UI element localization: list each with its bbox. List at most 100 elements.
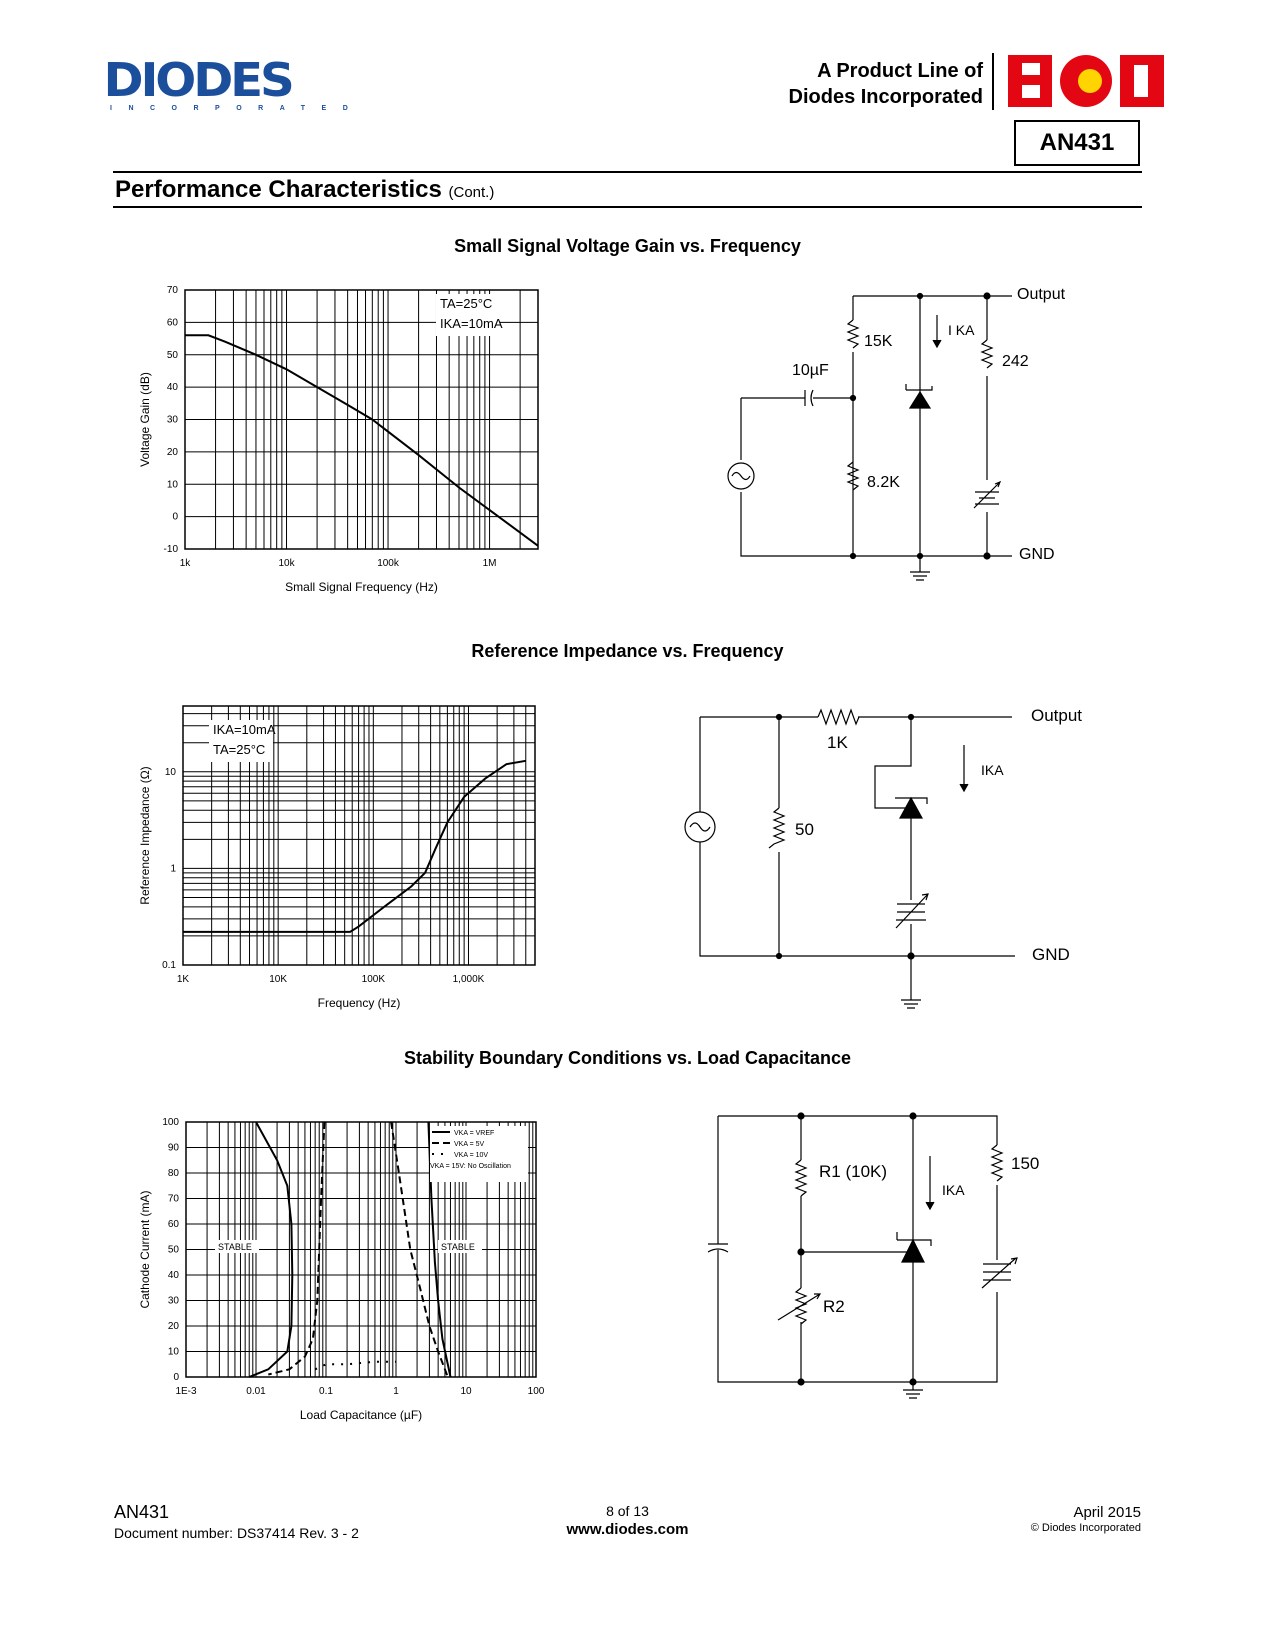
diodes-logo: DIODES bbox=[103, 53, 295, 107]
series-line bbox=[427, 1121, 452, 1378]
legend-entry: VKA = 15V: No Oscillation bbox=[430, 1163, 511, 1170]
bcd-logo bbox=[1008, 55, 1164, 107]
c1-ika-label: I KA bbox=[948, 322, 975, 338]
product-line-2: Diodes Incorporated bbox=[788, 86, 983, 108]
y-tick-label: 40 bbox=[167, 382, 179, 393]
y-tick-label: 90 bbox=[168, 1143, 180, 1154]
y-tick-label: 10 bbox=[165, 767, 177, 778]
c1-cap-label: 10µF bbox=[792, 362, 829, 379]
chart-3: 0 10 20 30 40 50 60 70 80 90 100 1E-3 0.01 0.1 1 10 100 L… bbox=[138, 1117, 545, 1422]
y-tick-label: 0 bbox=[172, 512, 178, 523]
x-tick-label: 10 bbox=[460, 1386, 472, 1397]
annotation-text: IKA=10mA bbox=[213, 722, 276, 737]
y-tick-label: 20 bbox=[167, 447, 179, 458]
legend-entry: VKA = 10V bbox=[454, 1152, 488, 1159]
x-tick-label: 1k bbox=[180, 558, 192, 569]
section-title: Performance Characteristics (Cont.) bbox=[115, 176, 494, 204]
y-tick-label: 70 bbox=[167, 285, 179, 296]
x-tick-label: 100 bbox=[528, 1386, 545, 1397]
y-tick-label: 70 bbox=[168, 1194, 180, 1205]
x-tick-label: 1K bbox=[177, 974, 190, 985]
annotation-bg bbox=[209, 720, 273, 762]
y-tick-label: 30 bbox=[168, 1296, 180, 1307]
x-tick-label: 10k bbox=[278, 558, 295, 569]
region-label-bg bbox=[215, 1240, 259, 1253]
x-axis-label: Small Signal Frequency (Hz) bbox=[285, 580, 438, 594]
region-label: STABLE bbox=[441, 1242, 475, 1252]
y-tick-label: -10 bbox=[164, 544, 179, 555]
footer-url[interactable]: www.diodes.com bbox=[566, 1521, 689, 1538]
annotation-text: TA=25°C bbox=[213, 742, 265, 757]
c2-output-label: Output bbox=[1031, 706, 1083, 725]
legend-bg bbox=[430, 1126, 528, 1182]
footer-page: 8 of 13 bbox=[606, 1503, 649, 1519]
plot-frame bbox=[182, 705, 536, 966]
diodes-logo-subtext: INCORPORATED bbox=[110, 105, 365, 112]
y-tick-label: 10 bbox=[167, 479, 179, 490]
c1-r2-label: 8.2K bbox=[867, 474, 900, 491]
header-divider bbox=[992, 53, 994, 110]
y-tick-label: 60 bbox=[167, 317, 179, 328]
part-number-box: AN431 bbox=[1014, 120, 1140, 166]
footer-docnum: Document number: DS37414 Rev. 3 - 2 bbox=[114, 1525, 359, 1541]
chart-1: -10 0 10 20 30 40 50 60 70 1k 10k 100k 1M Small Signa… bbox=[138, 285, 539, 594]
y-axis-label: Voltage Gain (dB) bbox=[138, 372, 152, 467]
y-tick-label: 50 bbox=[167, 350, 179, 361]
annotation-text: IKA=10mA bbox=[440, 316, 503, 331]
chart2-title: Reference Impedance vs. Frequency bbox=[471, 641, 784, 661]
c2-gnd-label: GND bbox=[1032, 945, 1070, 964]
x-tick-label: 1 bbox=[393, 1386, 399, 1397]
c1-r1-label: 15K bbox=[864, 333, 893, 350]
c3-ika-label: IKA bbox=[942, 1182, 965, 1198]
plot-frame bbox=[185, 1121, 537, 1378]
y-tick-label: 50 bbox=[168, 1245, 180, 1256]
x-tick-label: 1,000K bbox=[453, 974, 485, 985]
series-line bbox=[268, 1121, 326, 1376]
legend-entry: VKA = VREF bbox=[454, 1130, 494, 1137]
y-tick-label: 0 bbox=[173, 1372, 179, 1383]
plot-frame bbox=[184, 289, 539, 550]
chart3-title: Stability Boundary Conditions vs. Load C… bbox=[403, 1048, 852, 1068]
series-line bbox=[183, 759, 526, 933]
legend-entry: VKA = 5V bbox=[454, 1141, 484, 1148]
footer-part: AN431 bbox=[114, 1502, 170, 1522]
x-tick-label: 1E-3 bbox=[175, 1386, 197, 1397]
chart-2: 0.1 1 10 1K 10K 100K 1,000K Frequency (Hz) Refer… bbox=[138, 705, 536, 1010]
y-tick-label: 20 bbox=[168, 1321, 180, 1332]
y-tick-label: 10 bbox=[168, 1347, 180, 1358]
x-axis-label: Load Capacitance (µF) bbox=[300, 1408, 422, 1422]
header-rule bbox=[113, 171, 1142, 173]
c3-r2-label: R2 bbox=[823, 1297, 845, 1316]
y-tick-label: 60 bbox=[168, 1219, 180, 1230]
region-label-bg bbox=[438, 1240, 482, 1253]
footer-date: April 2015 bbox=[1073, 1504, 1141, 1521]
footer-copyright: © Diodes Incorporated bbox=[1030, 1522, 1141, 1534]
y-tick-label: 40 bbox=[168, 1270, 180, 1281]
x-tick-label: 0.1 bbox=[319, 1386, 333, 1397]
product-line-1: A Product Line of bbox=[817, 60, 983, 82]
series-line bbox=[314, 1360, 396, 1371]
c1-output-label: Output bbox=[1017, 286, 1066, 303]
series-line bbox=[390, 1121, 449, 1378]
y-tick-label: 1 bbox=[170, 863, 176, 874]
x-tick-label: 0.01 bbox=[246, 1386, 266, 1397]
c1-gnd-label: GND bbox=[1019, 546, 1055, 563]
y-axis-label: Cathode Current (mA) bbox=[138, 1190, 152, 1308]
c2-ika-label: IKA bbox=[981, 762, 1004, 778]
x-tick-label: 100K bbox=[362, 974, 386, 985]
series-line bbox=[248, 1121, 294, 1378]
x-tick-label: 1M bbox=[483, 558, 497, 569]
y-axis-label: Reference Impedance (Ω) bbox=[138, 766, 152, 904]
y-tick-label: 100 bbox=[162, 1117, 179, 1128]
series-line bbox=[185, 334, 539, 547]
y-tick-label: 30 bbox=[167, 415, 179, 426]
region-label: STABLE bbox=[218, 1242, 252, 1252]
x-tick-label: 100k bbox=[377, 558, 400, 569]
x-tick-label: 10K bbox=[269, 974, 287, 985]
c1-r3-label: 242 bbox=[1002, 353, 1029, 370]
c3-r1-label: R1 (10K) bbox=[819, 1162, 888, 1181]
c2-r1-label: 1K bbox=[827, 733, 848, 752]
section-cont: (Cont.) bbox=[448, 184, 495, 201]
